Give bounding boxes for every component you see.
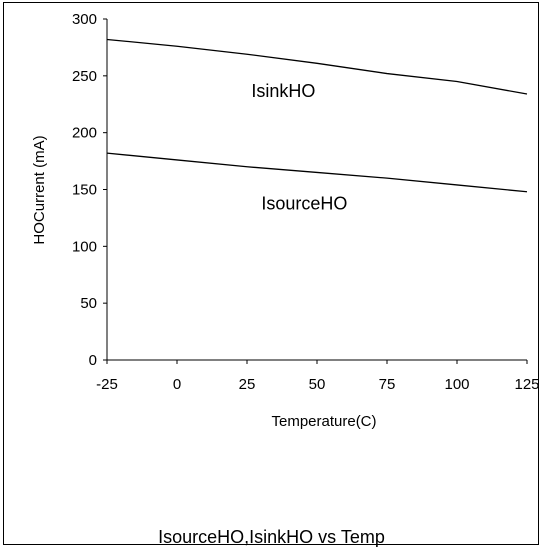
- y-tick-label: 0: [89, 352, 97, 369]
- x-tick-label: 25: [239, 376, 256, 393]
- x-axis-title: Temperature(C): [271, 413, 376, 430]
- y-tick-label: 250: [72, 68, 97, 85]
- ticks: 0 50 100 150 200 250 300 -25 0 25 50 75 100 125: [72, 11, 540, 393]
- series-label-IsourceHO: IsourceHO: [261, 193, 347, 213]
- series-labels: IsinkHO IsourceHO: [239, 78, 359, 216]
- x-tick-label: 0: [173, 376, 181, 393]
- x-tick-label: 100: [444, 376, 469, 393]
- x-tick-label: 75: [379, 376, 396, 393]
- series-label-background: [239, 78, 327, 103]
- x-tick-label: 50: [309, 376, 326, 393]
- y-tick-label: 300: [72, 11, 97, 28]
- series-line-IsinkHO: [106, 38, 528, 95]
- series-line-IsourceHO: [106, 152, 528, 193]
- series-label-background: [249, 191, 359, 216]
- y-axis-title: HOCurrent (mA): [31, 135, 48, 244]
- y-tick-label: 50: [80, 295, 97, 312]
- x-tick-label: 125: [514, 376, 539, 393]
- series-label-IsinkHO: IsinkHO: [251, 81, 315, 101]
- y-tick-label: 200: [72, 125, 97, 142]
- x-tick-label: -25: [96, 376, 118, 393]
- series-lines: [106, 38, 528, 193]
- axes: [106, 19, 527, 361]
- y-tick-label: 150: [72, 182, 97, 199]
- chart-title: IsourceHO,IsinkHO vs Temp: [158, 527, 385, 547]
- y-tick-label: 100: [72, 238, 97, 255]
